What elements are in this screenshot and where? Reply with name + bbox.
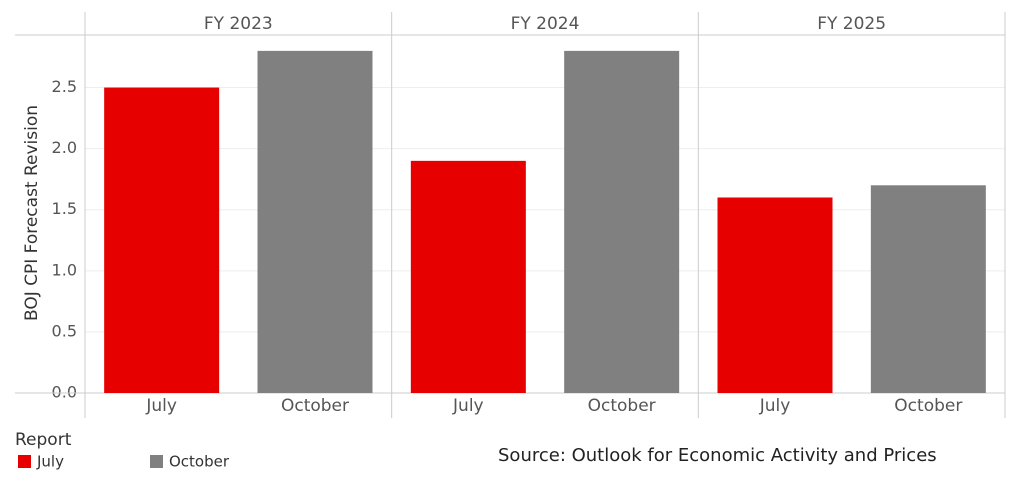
y-tick-label: 0.5 <box>52 321 77 340</box>
x-tick-label: October <box>281 396 349 416</box>
bar <box>717 197 833 393</box>
y-tick-label: 2.5 <box>52 77 77 96</box>
bar <box>410 160 526 393</box>
source: Source: Outlook for Economic Activity an… <box>498 445 937 466</box>
facet-title: FY 2024 <box>511 14 580 34</box>
bar <box>257 50 373 393</box>
y-tick-label: 1.5 <box>52 199 77 218</box>
x-tick-label: July <box>452 396 484 416</box>
legend-label: July <box>36 453 64 471</box>
x-tick-label: October <box>894 396 962 416</box>
legend-title: Report <box>15 430 72 450</box>
y-tick-label: 0.0 <box>52 383 77 402</box>
y-axis-label: BOJ CPI Forecast Revision <box>22 105 42 321</box>
x-tick-label: July <box>145 396 177 416</box>
y-tick-label: 1.0 <box>52 260 77 279</box>
facet-title: FY 2025 <box>817 14 886 34</box>
facet-title: FY 2023 <box>204 14 273 34</box>
y-tick-label: 2.0 <box>52 138 77 157</box>
bar <box>104 87 220 393</box>
x-tick-label: October <box>588 396 656 416</box>
bar <box>564 50 680 393</box>
legend-label: October <box>169 453 230 471</box>
x-tick-label: July <box>759 396 791 416</box>
legend-swatch <box>150 455 163 468</box>
legend-swatch <box>18 455 31 468</box>
bar <box>870 185 986 393</box>
